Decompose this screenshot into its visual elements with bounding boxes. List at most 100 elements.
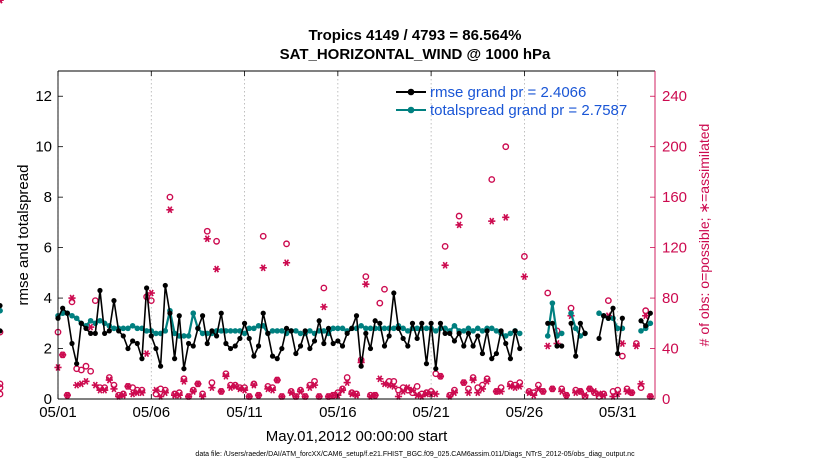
obs-possible-point (642, 307, 650, 315)
y-right-axis-label: # of obs: o=possible; ∗=assimilated (696, 124, 712, 347)
obs-assimilated-point (282, 259, 291, 267)
asterisk-stroke (120, 391, 126, 399)
rmse-point (111, 298, 117, 304)
totalspread-point (558, 330, 565, 337)
y-left-tick-label: 10 (35, 139, 52, 156)
totalspread-point (502, 333, 509, 339)
totalspread-point (638, 328, 644, 334)
obs-assimilated-point (628, 389, 636, 397)
obs-assimilated-point (548, 385, 556, 393)
obs-assimilated-point (129, 390, 137, 398)
y-right-tick-label: 0 (662, 391, 670, 408)
totalspread-point (405, 328, 411, 334)
obs-assimilated-point (147, 289, 155, 297)
rmse-point (395, 325, 402, 331)
asterisk-stroke (400, 387, 406, 395)
y-right-tick-label: 120 (662, 240, 687, 257)
rmse-point (489, 356, 495, 362)
totalspread-point (474, 325, 481, 332)
totalspread-point (460, 328, 467, 334)
rmse-point (283, 325, 290, 331)
asterisk-stroke (260, 264, 266, 272)
obs-assimilated-point (595, 390, 603, 398)
rmse-point (386, 333, 392, 339)
rmse-point (414, 335, 420, 342)
rmse-line (57, 284, 521, 370)
rmse-point (92, 330, 98, 336)
totalspread-point (181, 333, 187, 339)
obs-possible-point (604, 297, 612, 304)
asterisk-stroke (209, 384, 215, 392)
totalspread-point (199, 330, 206, 337)
obs-assimilated-point (455, 221, 463, 229)
obs-assimilated-point (268, 386, 277, 394)
totalspread-point (218, 328, 225, 334)
rmse-point (223, 340, 229, 347)
rmse-point (307, 345, 313, 352)
asterisk-stroke (633, 342, 639, 350)
totalspread-point (549, 300, 556, 306)
rmse-point (74, 361, 80, 367)
obs-assimilated-point (413, 391, 421, 399)
y-right-tick-label: 160 (662, 189, 687, 206)
asterisk-stroke (601, 391, 607, 399)
totalspread-point (293, 328, 299, 334)
rmse-legend-marker (407, 88, 415, 96)
obs-assimilated-point (59, 351, 67, 359)
totalspread-point (73, 315, 80, 322)
obs-possible-point (87, 367, 95, 375)
totalspread-point (143, 328, 150, 334)
asterisk-stroke (144, 350, 150, 358)
rmse-point (582, 330, 588, 336)
obs-assimilated-point (544, 342, 552, 350)
asterisk-stroke (526, 389, 532, 397)
asterisk-stroke (97, 386, 103, 394)
obs-possible-point (283, 240, 290, 248)
obs-assimilated-point (497, 387, 505, 395)
rmse-point (447, 330, 453, 336)
obs-assimilated-point (623, 387, 631, 395)
asterisk-stroke (167, 206, 173, 214)
obs-assimilated-point (464, 389, 473, 397)
rmse-point (484, 328, 490, 334)
obs-assimilated-point (562, 391, 570, 399)
obs-assimilated-point (390, 382, 398, 390)
obs-assimilated-point (203, 235, 211, 243)
asterisk-stroke (377, 375, 383, 383)
asterisk-stroke (414, 391, 420, 399)
rmse-point (344, 330, 350, 336)
obs-assimilated-point (250, 381, 258, 389)
totalspread-legend-label: totalspread grand pr = 2.7587 (430, 102, 627, 119)
obs-assimilated-point (124, 382, 132, 390)
obs-assimilated-point (259, 264, 267, 272)
obs-possible-point (203, 227, 211, 235)
rmse-point (428, 320, 434, 326)
totalspread-point (153, 330, 159, 337)
obs-assimilated-point (68, 294, 76, 302)
obs-possible-point (381, 285, 388, 293)
rmse-point (241, 320, 248, 326)
asterisk-stroke (106, 376, 112, 384)
asterisk-stroke (381, 380, 387, 388)
asterisk-stroke (624, 387, 630, 395)
rmse-point (153, 345, 159, 352)
rmse-point (251, 353, 257, 359)
rmse-point (423, 361, 430, 367)
rmse-point (134, 340, 140, 347)
obs-assimilated-point (226, 384, 235, 392)
obs-possible-point (166, 193, 174, 201)
rmse-point (162, 282, 168, 289)
asterisk-stroke (475, 389, 481, 397)
asterisk-stroke (587, 385, 593, 393)
totalspread-point (134, 325, 141, 332)
totalspread-point (363, 325, 369, 332)
asterisk-stroke (577, 387, 583, 395)
obs-assimilated-point (105, 376, 113, 384)
rmse-point (358, 363, 364, 369)
asterisk-stroke (629, 389, 635, 397)
asterisk-stroke (498, 387, 504, 395)
totalspread-point (507, 330, 514, 337)
x-tick-label: 05/06 (133, 404, 171, 421)
rmse-point (479, 350, 486, 357)
